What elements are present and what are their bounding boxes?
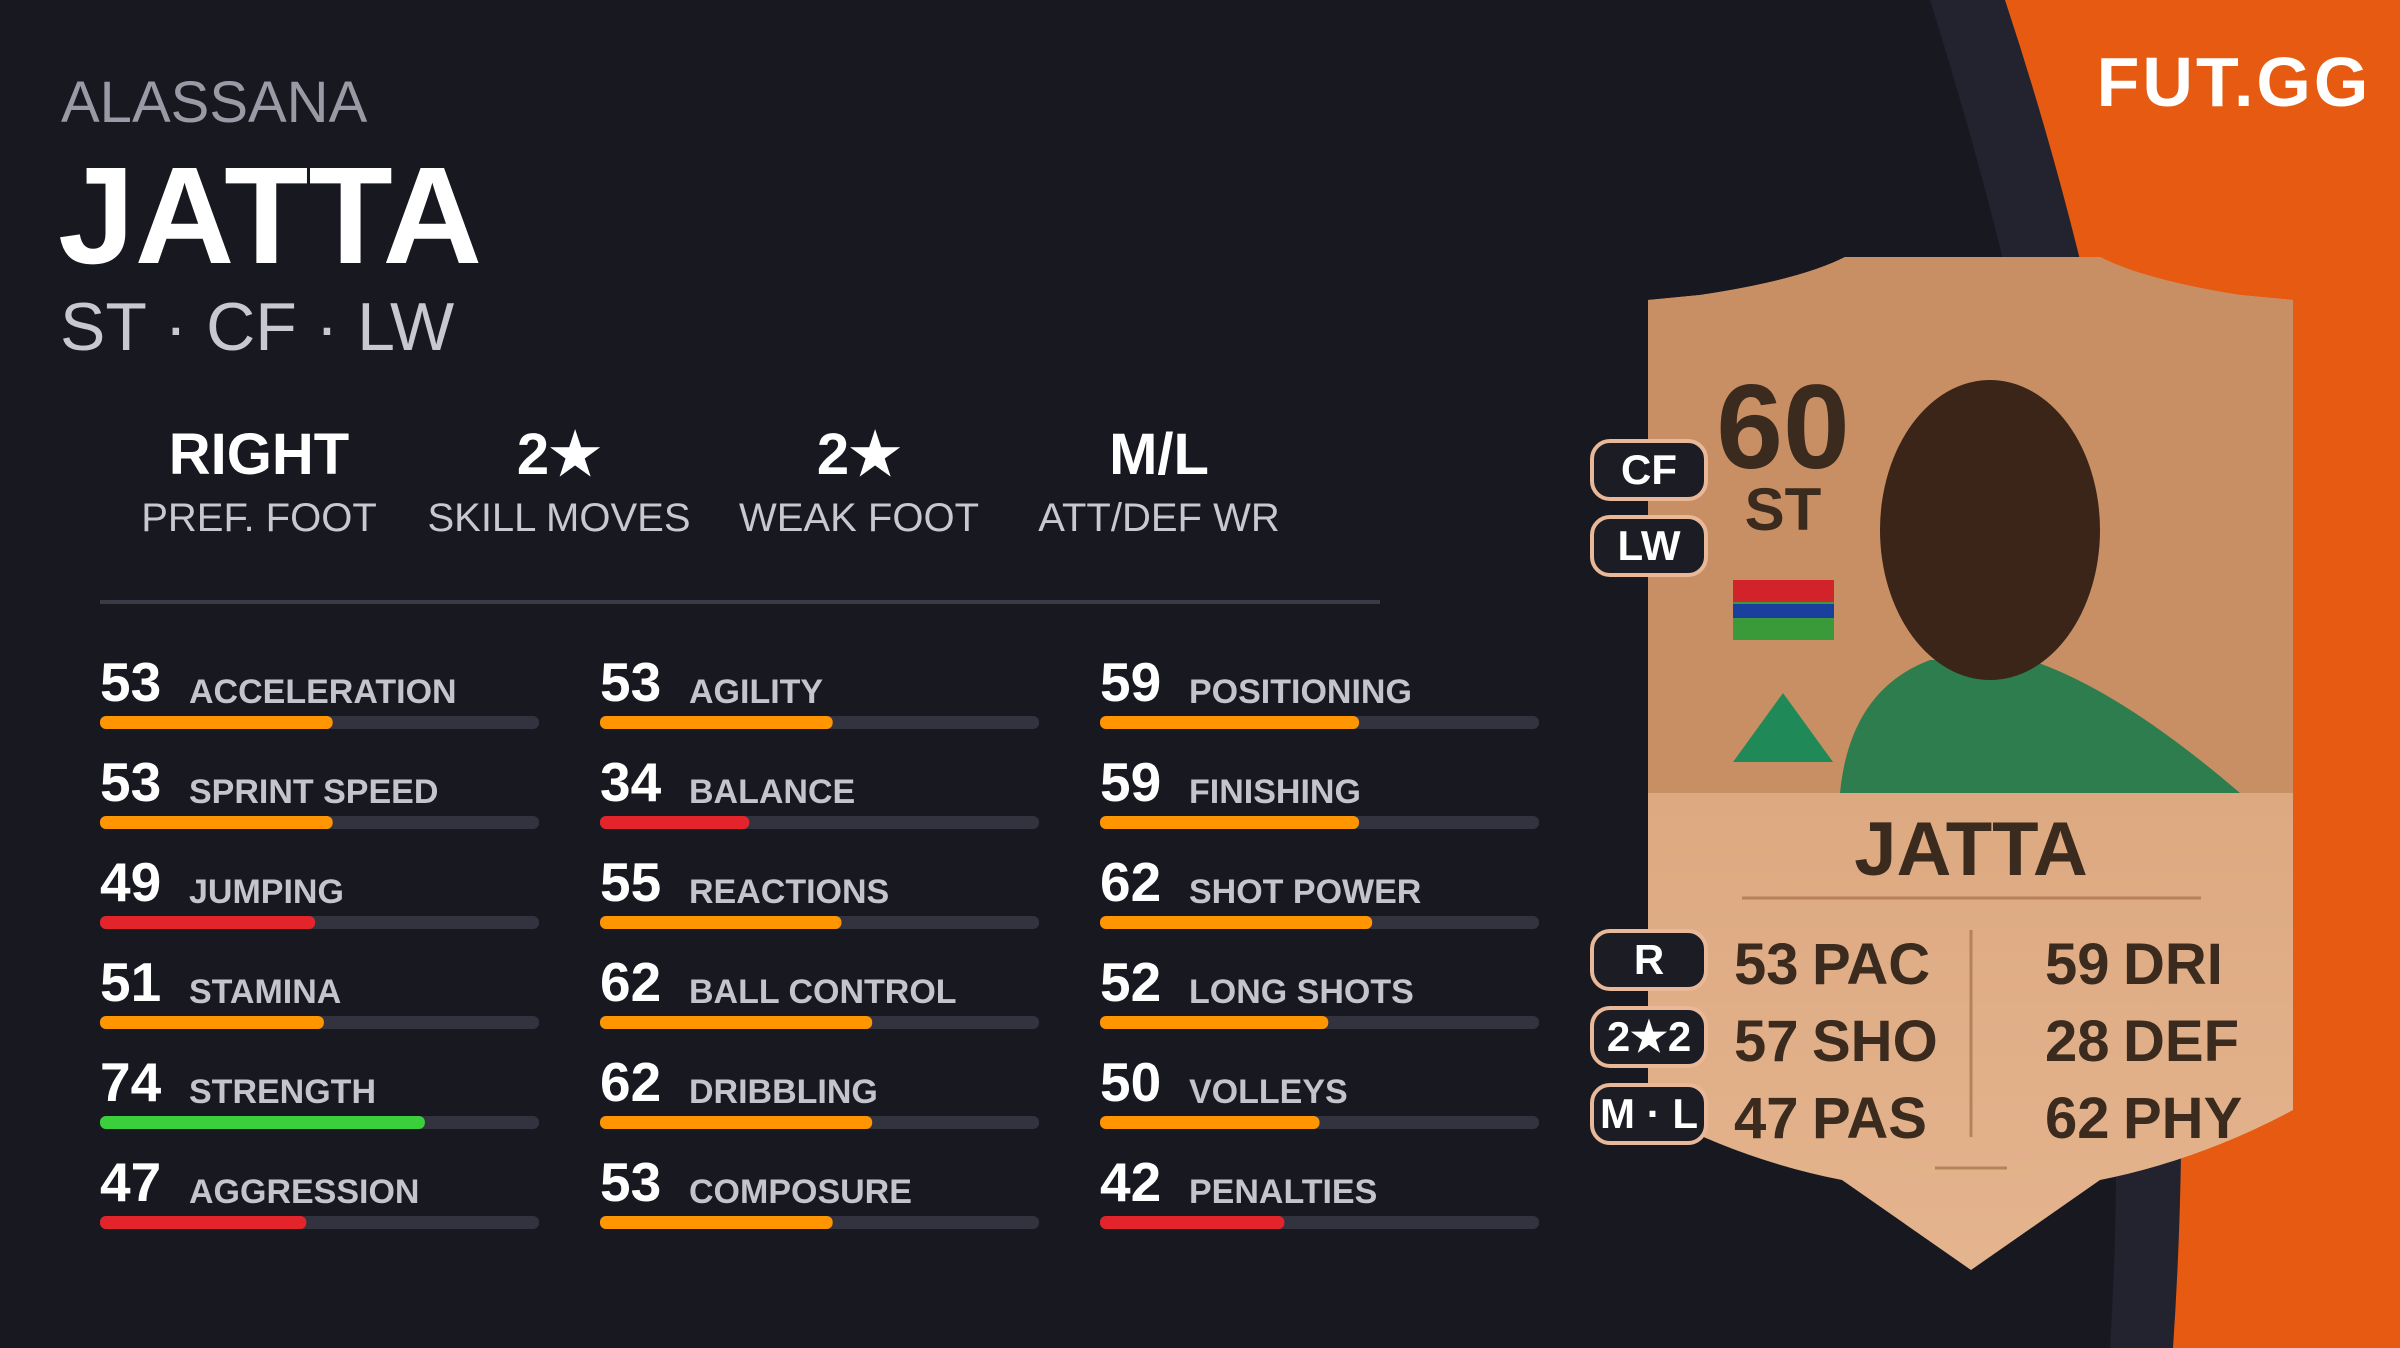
stat-value: 50	[1100, 1051, 1161, 1113]
stat-bar	[1100, 716, 1360, 729]
card-stat-label: SHO	[1812, 1009, 1938, 1074]
stat-value: 62	[1100, 851, 1161, 913]
stat-value: 53	[100, 651, 161, 713]
stat-label: ACCELERATION	[189, 673, 457, 711]
stat-value: 52	[1100, 951, 1161, 1013]
card-stat-label: DEF	[2123, 1009, 2239, 1074]
card-stat-value: 47	[1734, 1086, 1799, 1151]
stat-bar	[100, 1116, 425, 1129]
stat-label: SPRINT SPEED	[189, 773, 438, 811]
stat-bar	[1100, 816, 1360, 829]
flag-stripe	[1733, 604, 1834, 618]
card-stat-value: 57	[1734, 1009, 1799, 1074]
stat-value: 59	[1100, 751, 1161, 813]
stat-value: 74	[100, 1051, 162, 1113]
stat-label: JUMPING	[189, 873, 344, 911]
stat-label: SHOT POWER	[1189, 873, 1421, 911]
player-card: 60 ST JATTA	[1648, 257, 2293, 1270]
stat-label: STAMINA	[189, 973, 341, 1011]
stat-bar	[600, 716, 833, 729]
card-stat-value: 28	[2045, 1009, 2110, 1074]
stat-label: COMPOSURE	[689, 1173, 912, 1211]
stat-bar	[600, 916, 842, 929]
info-value: 2★	[817, 422, 901, 487]
stat-bar	[600, 1216, 833, 1229]
stat-bar	[1100, 1016, 1329, 1029]
stat-label: VOLLEYS	[1189, 1073, 1348, 1111]
stat-label: FINISHING	[1189, 773, 1361, 811]
stat-value: 42	[1100, 1151, 1161, 1213]
card-pill-text: LW	[1618, 522, 1681, 569]
stat-label: BALL CONTROL	[689, 973, 957, 1011]
player-shirt	[1840, 660, 2240, 793]
stat-value: 53	[100, 751, 161, 813]
stat-label: PENALTIES	[1189, 1173, 1377, 1211]
first-name: ALASSANA	[61, 70, 368, 135]
stat-bar	[100, 716, 333, 729]
last-name: JATTA	[58, 139, 482, 293]
card-stat-value: 59	[2045, 932, 2110, 997]
stat-label: POSITIONING	[1189, 673, 1412, 711]
stat-bar	[100, 816, 333, 829]
card-position: ST	[1745, 476, 1822, 543]
stat-label: STRENGTH	[189, 1073, 376, 1111]
stat-label: BALANCE	[689, 773, 855, 811]
card-stat-label: DRI	[2123, 932, 2223, 997]
player-head	[1880, 380, 2100, 680]
card-stat-label: PHY	[2123, 1086, 2242, 1151]
stat-bar	[1100, 1216, 1285, 1229]
stat-bar	[1100, 1116, 1320, 1129]
positions: ST · CF · LW	[60, 289, 454, 365]
stat-bar	[600, 1016, 873, 1029]
card-rating: 60	[1716, 360, 1849, 494]
card-pill-text: M · L	[1600, 1090, 1698, 1137]
stat-bar	[100, 1216, 307, 1229]
card-pill-text: CF	[1621, 446, 1677, 493]
stat-bar	[1100, 916, 1373, 929]
stat-value: 34	[600, 751, 662, 813]
logo: FUT.GG	[2097, 43, 2372, 121]
info-label: SKILL MOVES	[427, 496, 690, 540]
info-value: 2★	[517, 422, 601, 487]
card-pill-text: R	[1634, 936, 1664, 983]
info-label: WEAK FOOT	[739, 496, 979, 540]
club-badge	[1733, 693, 1833, 762]
card-pill	[1590, 1006, 1708, 1068]
stat-value: 62	[600, 951, 661, 1013]
stat-label: AGGRESSION	[189, 1173, 419, 1211]
card-stat-value: 53	[1734, 932, 1799, 997]
stat-value: 55	[600, 851, 661, 913]
card-pill-text: 2★2	[1607, 1013, 1691, 1060]
stat-bar	[600, 1116, 873, 1129]
stat-value: 62	[600, 1051, 661, 1113]
stat-bar	[100, 916, 316, 929]
card-pill	[1590, 515, 1708, 577]
stat-bar	[100, 1016, 324, 1029]
card-stat-label: PAS	[1812, 1086, 1927, 1151]
stat-value: 53	[600, 1151, 661, 1213]
info-value: M/L	[1109, 422, 1209, 487]
stat-label: LONG SHOTS	[1189, 973, 1414, 1011]
flag-stripe	[1733, 580, 1834, 602]
card-pill	[1590, 929, 1708, 991]
stat-value: 53	[600, 651, 661, 713]
card-pill	[1590, 439, 1708, 501]
info-value: RIGHT	[169, 422, 349, 487]
card-stat-label: PAC	[1812, 932, 1930, 997]
stat-label: REACTIONS	[689, 873, 889, 911]
stat-value: 47	[100, 1151, 161, 1213]
card-pill	[1590, 1083, 1708, 1145]
stat-label: DRIBBLING	[689, 1073, 878, 1111]
card-stat-value: 62	[2045, 1086, 2110, 1151]
info-label: ATT/DEF WR	[1038, 496, 1279, 540]
stat-label: AGILITY	[689, 673, 823, 711]
stat-value: 59	[1100, 651, 1161, 713]
card-name: JATTA	[1854, 807, 2088, 892]
info-label: PREF. FOOT	[141, 496, 377, 540]
stat-bar	[600, 816, 750, 829]
stat-value: 49	[100, 851, 161, 913]
stat-value: 51	[100, 951, 161, 1013]
